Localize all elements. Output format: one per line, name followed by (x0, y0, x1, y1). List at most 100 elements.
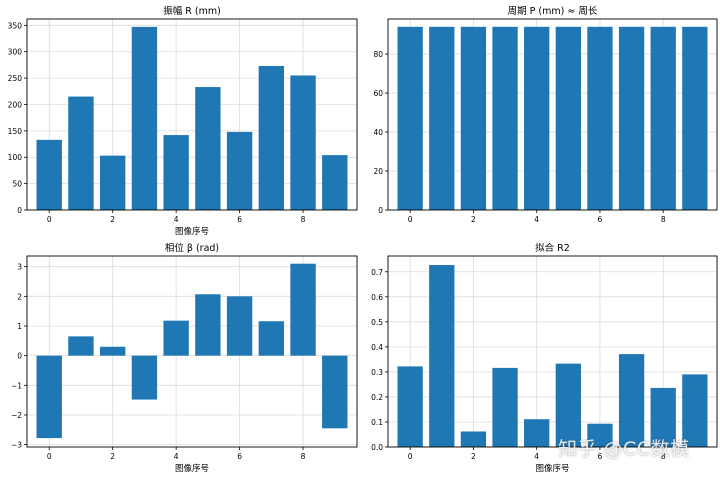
x-tick-label: 2 (110, 452, 115, 461)
x-tick-label: 6 (237, 452, 242, 461)
x-tick-label: 2 (471, 215, 476, 224)
y-tick-label: 60 (373, 89, 383, 98)
bar (195, 87, 221, 210)
y-tick-label: 0 (378, 206, 383, 215)
bar (650, 387, 676, 447)
bar (99, 346, 126, 356)
bar (429, 265, 455, 447)
bar (226, 296, 253, 356)
y-tick-label: 0.6 (371, 293, 383, 302)
bar (682, 26, 708, 211)
axes-frame (26, 18, 358, 211)
bar (587, 26, 613, 211)
x-tick-label: 4 (534, 452, 539, 461)
y-tick-label: 80 (373, 50, 383, 59)
bar (163, 135, 189, 210)
x-tick-label: 0 (408, 452, 413, 461)
x-tick-label: 4 (174, 452, 179, 461)
y-tick-label: 0.1 (371, 418, 383, 427)
chart-panel-1: 0 50 100 150 200 250 300 350 0 2 4 6 8 振幅 R (mm) 图像序号 (8, 5, 358, 237)
x-tick-label: 4 (534, 215, 539, 224)
chart-panel-2: 0 20 40 60 80 0 2 4 6 8 周期 P (mm) ≈ 周长 (373, 5, 718, 224)
bar (682, 374, 708, 447)
y-tick-label: 0 (17, 352, 22, 361)
bar (460, 26, 487, 211)
y-tick-label: −2 (11, 411, 22, 420)
bar (650, 26, 676, 211)
x-axis-label: 图像序号 (175, 463, 209, 474)
bar (429, 26, 455, 211)
x-axis-label: 图像序号 (175, 226, 209, 237)
bar (397, 366, 423, 447)
y-tick-label: 20 (373, 167, 383, 176)
chart-title: 相位 β (rad) (165, 242, 219, 254)
axes-frame (387, 18, 718, 211)
watermark: 知乎 @CC数模 (558, 438, 690, 460)
y-tick-label: −1 (11, 381, 22, 390)
y-tick-label: 0.2 (371, 393, 383, 402)
x-axis-label: 图像序号 (535, 463, 569, 474)
x-tick-label: 6 (598, 215, 603, 224)
y-tick-label: 0 (17, 206, 22, 215)
axes-frame (387, 255, 718, 448)
x-tick-label: 2 (110, 215, 115, 224)
x-tick-label: 4 (174, 215, 179, 224)
bar (290, 75, 316, 210)
chart-panel-4: 0.0 0.1 0.2 0.3 0.4 0.5 0.6 0.7 0 2 4 6 8 拟合 R2 图像序号 (371, 242, 718, 474)
bar (290, 263, 316, 356)
chart-panel-3: −3 −2 −1 0 1 2 3 0 2 4 6 8 相位 β (rad) 图像序号 (11, 242, 358, 474)
bar (68, 96, 94, 210)
x-tick-label: 8 (661, 215, 666, 224)
chart-title: 振幅 R (mm) (163, 5, 221, 17)
x-tick-label: 8 (661, 452, 666, 461)
x-tick-label: 0 (408, 215, 413, 224)
chart-title: 拟合 R2 (535, 242, 570, 254)
x-tick-label: 0 (47, 215, 52, 224)
bar (258, 65, 285, 211)
chart-title: 周期 P (mm) ≈ 周长 (508, 5, 598, 17)
bar (226, 131, 253, 210)
y-tick-label: 0.3 (371, 368, 383, 377)
y-tick-label: 3 (17, 263, 22, 272)
y-tick-label: 0.0 (371, 443, 383, 452)
x-tick-label: 6 (598, 452, 603, 461)
x-tick-label: 2 (471, 452, 476, 461)
y-tick-label: 0.5 (371, 318, 383, 327)
y-tick-label: 0.4 (371, 343, 383, 352)
bar (460, 431, 487, 447)
y-tick-label: 200 (8, 100, 23, 109)
x-tick-label: 8 (301, 215, 306, 224)
bar (99, 155, 126, 210)
bar (258, 321, 285, 356)
y-tick-label: 100 (8, 153, 23, 162)
bar (397, 26, 423, 211)
y-tick-label: 250 (8, 74, 23, 83)
y-tick-label: 1 (17, 322, 22, 331)
axes-frame (26, 255, 358, 448)
y-tick-label: 150 (8, 127, 23, 136)
bar (492, 367, 518, 447)
bar (587, 423, 613, 447)
bar (322, 355, 348, 429)
bar (131, 26, 158, 210)
x-tick-label: 0 (47, 452, 52, 461)
bar (163, 320, 189, 356)
y-tick-label: 2 (17, 292, 22, 301)
y-tick-label: 300 (8, 48, 23, 57)
y-tick-label: 50 (12, 180, 22, 189)
bar (322, 155, 348, 210)
y-tick-label: 40 (373, 128, 383, 137)
bar (555, 363, 581, 447)
x-tick-label: 6 (237, 215, 242, 224)
bar (618, 354, 645, 447)
bar (36, 139, 62, 210)
bar (524, 419, 550, 447)
bar (555, 26, 581, 211)
bar (492, 26, 518, 211)
y-tick-label: −3 (11, 441, 22, 450)
bar (68, 336, 94, 356)
bar (36, 355, 62, 439)
bar (131, 355, 158, 400)
x-tick-label: 8 (301, 452, 306, 461)
